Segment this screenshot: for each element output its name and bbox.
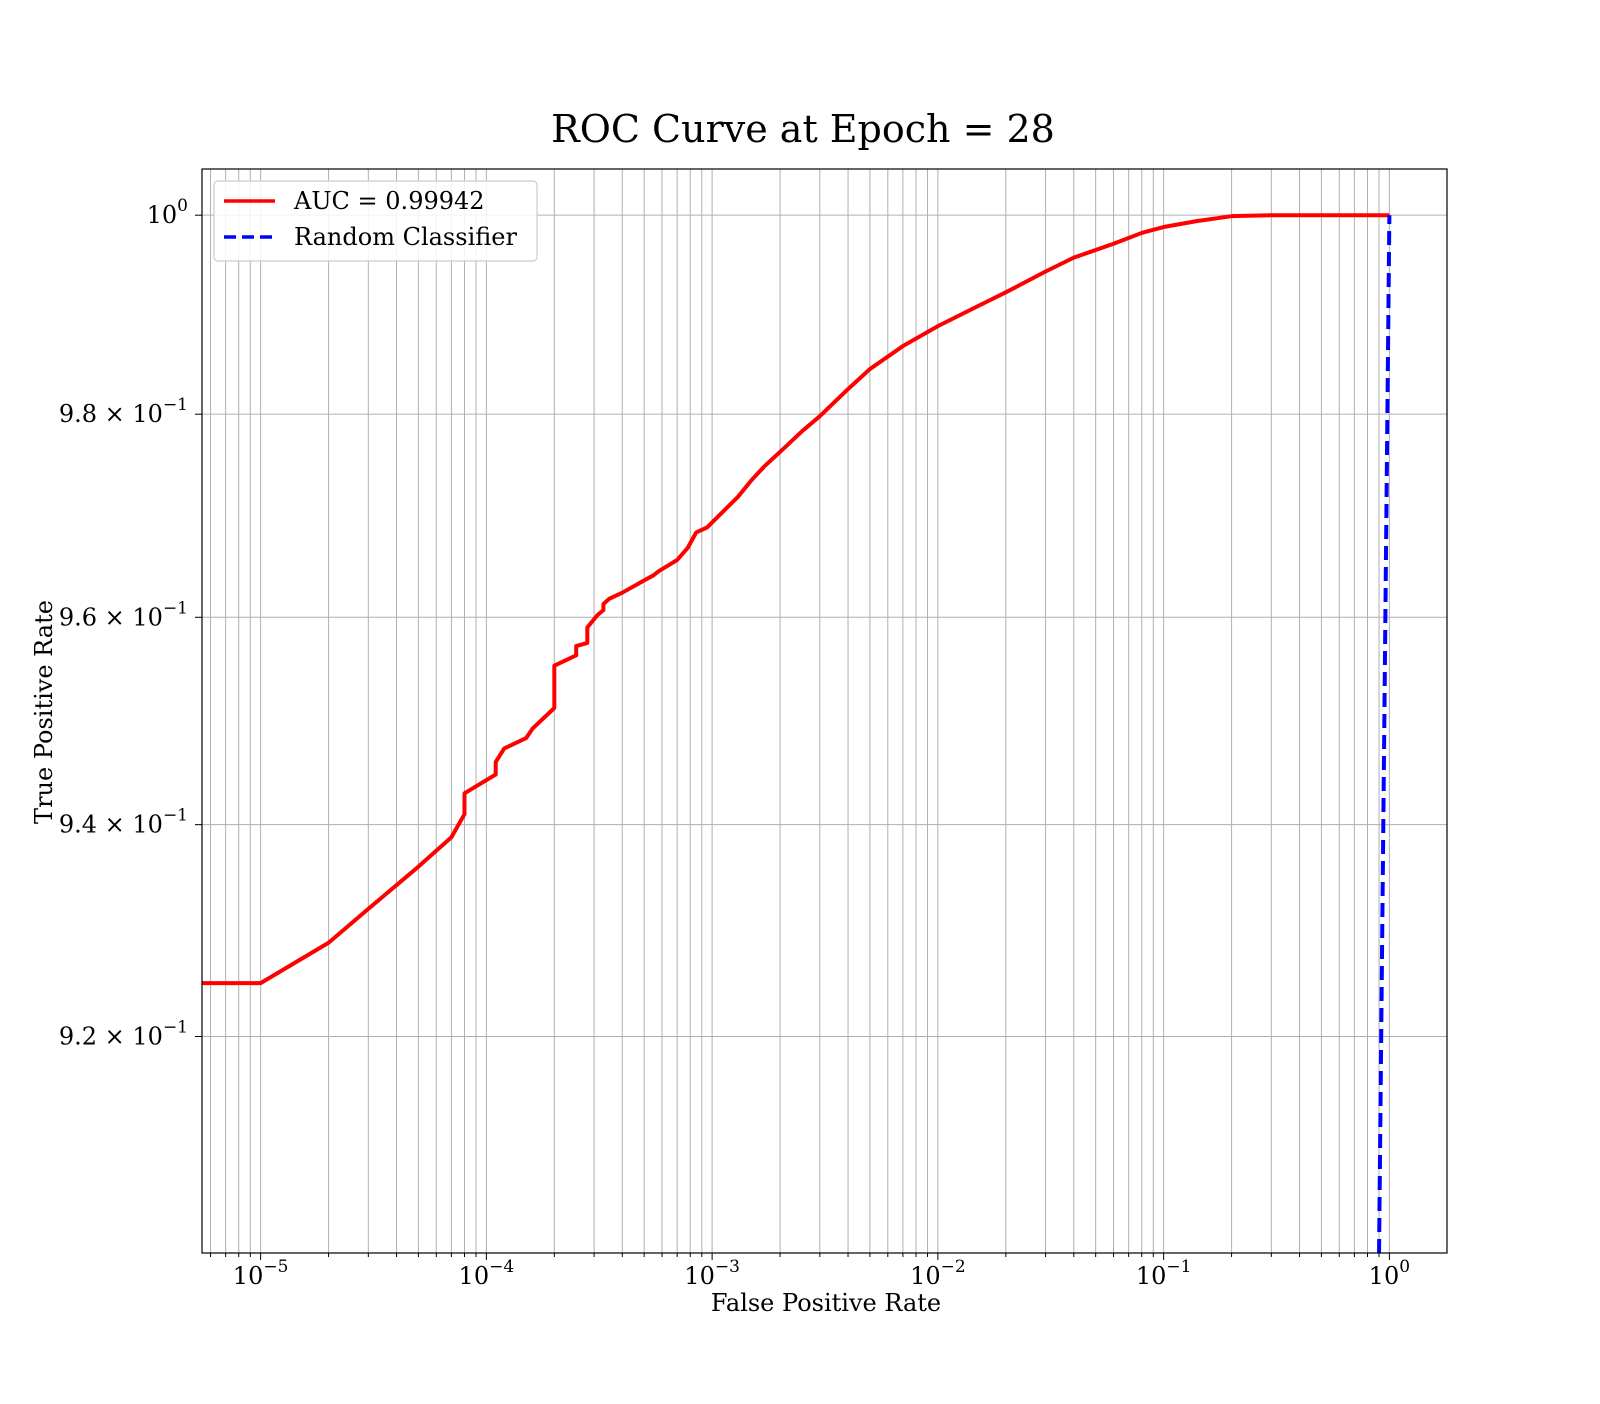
roc-curve-line — [202, 213, 1390, 986]
y-tick-base: 9.2 × 10 — [59, 1023, 163, 1051]
y-tick-label: 100 — [147, 196, 188, 229]
x-tick-exponent: −1 — [1166, 1257, 1191, 1277]
x-tick-exponent: −3 — [715, 1257, 740, 1277]
legend-label-auc: AUC = 0.99942 — [293, 187, 485, 215]
x-tick-label: 10−3 — [684, 1257, 740, 1290]
random-classifier-line — [1377, 215, 1392, 1253]
series-layer — [202, 213, 1392, 1253]
grid — [202, 169, 1447, 1253]
y-tick-exponent: 0 — [177, 196, 188, 216]
x-axis-label: False Positive Rate — [711, 1289, 941, 1317]
y-tick-exponent: −1 — [163, 806, 188, 826]
legend-box — [213, 180, 538, 262]
chart-title: ROC Curve at Epoch = 28 — [551, 107, 1055, 151]
x-tick-label: 10−4 — [459, 1257, 515, 1290]
x-tick-base: 10 — [684, 1262, 715, 1290]
y-tick-label: 9.4 × 10−1 — [59, 806, 188, 839]
y-tick-exponent: −1 — [163, 1018, 188, 1038]
plot-area — [201, 168, 1448, 1254]
y-tick-label: 9.8 × 10−1 — [59, 395, 188, 428]
x-tick-exponent: 0 — [1399, 1257, 1410, 1277]
x-tick-label: 10−2 — [910, 1257, 966, 1290]
y-tick-base: 9.4 × 10 — [59, 811, 163, 839]
x-tick-exponent: −4 — [489, 1257, 514, 1277]
x-tick-base: 10 — [1369, 1262, 1400, 1290]
x-tick-label: 10−5 — [233, 1257, 289, 1290]
legend: AUC = 0.99942 Random Classifier — [213, 180, 538, 262]
x-tick-label: 100 — [1369, 1257, 1410, 1290]
x-tick-base: 10 — [1136, 1262, 1167, 1290]
x-tick-exponent: −2 — [941, 1257, 966, 1277]
y-axis-label: True Positive Rate — [30, 600, 58, 824]
y-tick-label: 9.2 × 10−1 — [59, 1018, 188, 1051]
legend-label-random: Random Classifier — [294, 223, 517, 251]
y-tick-label: 9.6 × 10−1 — [59, 598, 188, 631]
y-tick-exponent: −1 — [163, 395, 188, 415]
y-tick-exponent: −1 — [163, 598, 188, 618]
y-tick-base: 10 — [147, 201, 178, 229]
x-tick-base: 10 — [910, 1262, 941, 1290]
x-tick-base: 10 — [233, 1262, 264, 1290]
y-tick-base: 9.8 × 10 — [59, 400, 163, 428]
x-tick-exponent: −5 — [263, 1257, 288, 1277]
x-tick-label: 10−1 — [1136, 1257, 1192, 1290]
y-tick-base: 9.6 × 10 — [59, 603, 163, 631]
x-tick-base: 10 — [459, 1262, 490, 1290]
